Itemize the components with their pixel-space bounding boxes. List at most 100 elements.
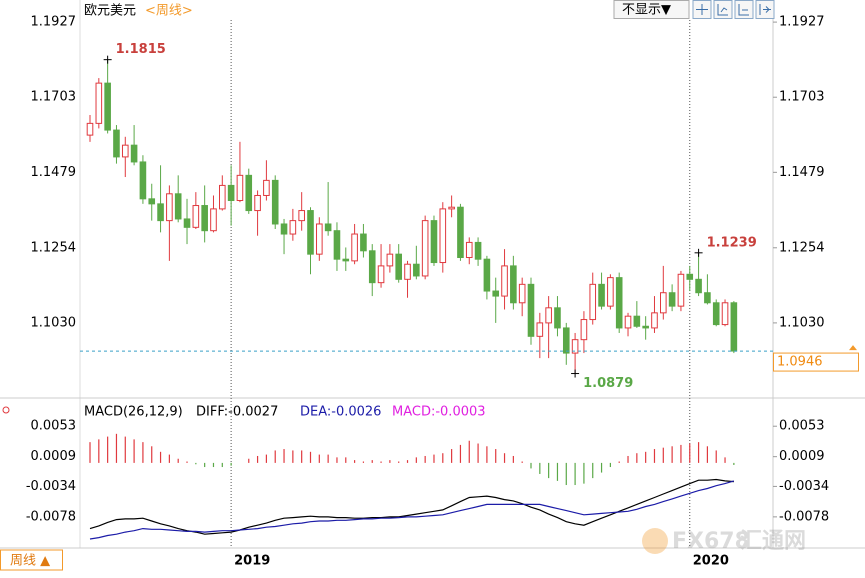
- candle-body: [104, 82, 111, 131]
- candle-body: [351, 233, 358, 262]
- y-tick-label: 1.1703: [779, 90, 825, 105]
- legend-entry: DEA:-0.0026: [300, 405, 381, 420]
- candle-body: [298, 210, 305, 222]
- y-tick-label: 1.1927: [779, 15, 825, 30]
- candle-body: [236, 174, 244, 202]
- candle-body: [316, 223, 323, 255]
- y-tick-label: 1.1479: [779, 165, 825, 180]
- candle-body: [651, 312, 658, 329]
- candle-body: [501, 265, 508, 297]
- y-tick-label: 1.1927: [31, 15, 77, 30]
- candle-body: [227, 184, 235, 202]
- extreme-label: 1.0879: [583, 376, 633, 391]
- y-tick-label: -0.0078: [779, 509, 829, 524]
- candle-body: [360, 233, 367, 252]
- candle-body: [545, 307, 552, 324]
- candle-body: [704, 292, 711, 304]
- candle-body: [395, 253, 402, 280]
- candle-body: [536, 322, 544, 337]
- candle-body: [483, 258, 491, 292]
- chart-title: 欧元美元: [84, 4, 136, 19]
- tool-icon: [759, 4, 771, 15]
- watermark-text: 汇通网: [740, 529, 806, 554]
- last-price-label: 1.0946: [777, 355, 823, 370]
- candle-body: [554, 307, 561, 329]
- period-tab[interactable]: 周线 ▲: [0, 549, 63, 571]
- candle-body: [95, 82, 103, 124]
- candle-body: [263, 179, 270, 196]
- y-tick-label: 0.0009: [31, 449, 77, 464]
- candle-body: [642, 325, 649, 329]
- y-tick-label: 1.1254: [31, 240, 77, 255]
- y-tick-label: 1.1254: [779, 240, 825, 255]
- candle-body: [598, 283, 605, 307]
- candle-body: [368, 250, 376, 284]
- tool-icon: [738, 4, 749, 16]
- candle-body: [413, 263, 420, 277]
- candle-body: [448, 206, 455, 210]
- candle-body: [668, 292, 676, 307]
- candle-body: [130, 144, 138, 163]
- candle-body: [633, 315, 641, 327]
- candle-body: [183, 218, 191, 228]
- candle-body: [615, 277, 623, 329]
- candle-body: [421, 220, 429, 277]
- y-tick-label: -0.0034: [779, 479, 829, 494]
- last-price-box: [773, 352, 859, 372]
- period-tab-box[interactable]: [0, 549, 63, 571]
- last-price-arrow: [849, 345, 857, 351]
- candle-body: [510, 265, 517, 304]
- y-tick-label: -0.0078: [26, 509, 76, 524]
- candle-body: [289, 220, 297, 235]
- candle-body: [324, 223, 332, 232]
- dropdown-label[interactable]: 不显示▼: [622, 3, 671, 18]
- candle-body: [695, 278, 702, 294]
- period-tab-label[interactable]: 周线 ▲: [10, 554, 50, 569]
- candle-body: [139, 161, 147, 200]
- candle-body: [457, 206, 464, 259]
- dropdown-box[interactable]: [613, 0, 690, 19]
- candle-body: [271, 179, 279, 225]
- macd-title: MACD(26,12,9): [84, 405, 183, 420]
- macd-line: [89, 478, 734, 535]
- candle-body: [333, 230, 341, 260]
- candle-body: [721, 302, 729, 326]
- x-tick-label: 2019: [234, 554, 270, 569]
- candle-body: [492, 290, 500, 297]
- candle-body: [430, 220, 438, 264]
- y-tick-label: 1.1030: [31, 315, 77, 330]
- candle-body: [580, 319, 588, 341]
- y-tick-label: 0.0053: [31, 419, 77, 434]
- candle-body: [166, 193, 173, 222]
- watermark: FX678 汇通网: [642, 528, 806, 554]
- candle-body: [589, 283, 597, 321]
- y-tick-label: -0.0034: [26, 479, 76, 494]
- candle-body: [386, 253, 394, 267]
- candle-body: [254, 194, 261, 212]
- y-tick-label: 0.0009: [779, 449, 825, 464]
- period-label: <周线>: [145, 4, 193, 19]
- candle-body: [157, 203, 164, 222]
- candle-body: [518, 283, 526, 304]
- candle-body: [377, 265, 385, 284]
- candle-body: [307, 210, 314, 255]
- candle-body: [342, 258, 350, 262]
- dropdown-button[interactable]: 不显示▼: [613, 0, 690, 19]
- watermark-logo: [642, 528, 668, 554]
- candle-body: [624, 315, 632, 329]
- candle-body: [686, 273, 694, 280]
- y-tick-label: 1.1030: [779, 315, 825, 330]
- candle-body: [439, 208, 447, 264]
- candle-body: [174, 193, 182, 220]
- toolbar: [692, 0, 775, 19]
- candle-body: [245, 174, 253, 212]
- candle-body: [148, 198, 156, 205]
- candle-body: [121, 144, 129, 158]
- legend-entry: DIFF:-0.0027: [196, 405, 278, 420]
- candle-body: [192, 205, 200, 228]
- tool-icon: [717, 4, 728, 16]
- candle-body: [201, 205, 208, 232]
- x-tick-label: 2020: [693, 554, 729, 569]
